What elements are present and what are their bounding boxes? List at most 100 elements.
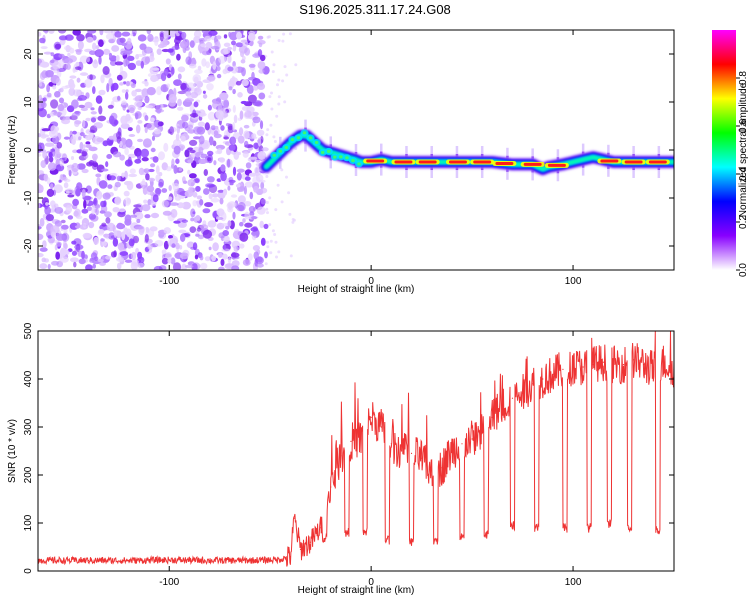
noise-blob <box>235 183 241 188</box>
snr-x-ticks: -100 0 100 <box>159 331 582 588</box>
snr-point <box>289 556 291 558</box>
noise-blob <box>227 220 232 227</box>
noise-blob <box>184 190 194 198</box>
noise-blob <box>50 225 60 234</box>
noise-blob <box>146 185 155 193</box>
noise-blob <box>65 44 71 53</box>
noise-blob <box>256 263 264 268</box>
noise-blob <box>57 104 65 112</box>
x-tick-label: 0 <box>368 276 374 287</box>
y-tick-label: 400 <box>23 370 34 387</box>
noise-blob <box>119 140 123 148</box>
noise-blob <box>134 158 142 164</box>
noise-blob <box>85 117 91 122</box>
noise-blob <box>168 93 177 104</box>
snr-point <box>279 558 281 561</box>
noise-blob <box>38 82 43 87</box>
noise-blob <box>46 177 51 185</box>
signal-peak-core <box>418 160 437 164</box>
noise-blob <box>205 61 210 69</box>
noise-blob <box>190 217 195 222</box>
signal-blob <box>284 145 289 150</box>
noise-blob <box>141 80 148 84</box>
noise-blob <box>161 200 169 208</box>
noise-blob <box>91 153 98 161</box>
noise-blob <box>207 157 212 162</box>
noise-blob <box>108 77 113 87</box>
noise-blob <box>121 42 127 46</box>
noise-blob <box>257 151 267 160</box>
noise-blob <box>135 95 145 100</box>
noise-blob <box>225 123 231 127</box>
noise-blob <box>197 121 206 127</box>
noise-blob <box>71 240 77 245</box>
noise-blob <box>65 63 71 70</box>
snr-point <box>320 527 322 529</box>
noise-blob <box>241 106 249 111</box>
noise-blob <box>152 156 159 163</box>
noise-blob <box>241 67 246 77</box>
noise-blob <box>258 68 265 74</box>
signal-peak-core <box>624 160 643 164</box>
noise-blob <box>144 214 151 219</box>
noise-blob <box>50 59 55 64</box>
noise-blob <box>120 123 130 129</box>
noise-blob <box>276 83 279 87</box>
noise-blob <box>204 256 211 262</box>
noise-blob <box>196 195 202 200</box>
noise-blob <box>178 167 183 172</box>
noise-blob <box>228 144 236 151</box>
noise-blob <box>140 184 147 189</box>
noise-blob <box>116 223 126 230</box>
noise-blob <box>136 218 141 224</box>
noise-blob <box>161 257 169 265</box>
x-tick-label: -100 <box>159 276 179 287</box>
noise-blob <box>288 32 292 36</box>
noise-blob <box>195 185 201 192</box>
signal-peak-core <box>473 160 492 164</box>
noise-blob <box>205 183 215 188</box>
signal-peak-core <box>495 161 514 165</box>
noise-blob <box>239 243 245 249</box>
noise-blob <box>227 256 232 264</box>
noise-blob <box>38 226 42 230</box>
noise-blob <box>112 237 119 247</box>
noise-blob <box>134 88 142 93</box>
noise-blob <box>113 228 118 238</box>
x-tick-label: 100 <box>565 577 582 588</box>
noise-blob <box>223 99 230 109</box>
noise-blob <box>67 215 74 220</box>
x-tick-label: 100 <box>565 276 582 287</box>
noise-blob <box>277 102 281 106</box>
noise-blob <box>127 62 136 71</box>
noise-blob <box>123 58 128 67</box>
noise-blob <box>237 202 246 212</box>
noise-blob <box>79 72 89 76</box>
noise-blob <box>143 168 150 174</box>
noise-blob <box>72 198 79 206</box>
noise-blob <box>207 74 216 82</box>
noise-blob <box>216 35 222 40</box>
noise-blob <box>90 252 98 260</box>
noise-blob <box>181 114 189 122</box>
noise-blob <box>227 54 232 64</box>
noise-blob <box>180 82 187 90</box>
noise-blob <box>280 168 284 172</box>
noise-blob <box>150 117 155 123</box>
noise-blob <box>259 54 266 62</box>
noise-blob <box>179 245 183 250</box>
noise-blob <box>58 53 65 58</box>
noise-blob <box>74 244 84 250</box>
noise-blob <box>223 244 227 250</box>
signal-peak-core <box>366 159 385 163</box>
noise-blob <box>145 173 150 181</box>
noise-blob <box>118 208 126 213</box>
noise-blob <box>175 158 180 164</box>
noise-blob <box>202 208 211 214</box>
noise-blob <box>44 142 55 147</box>
noise-blob <box>170 66 175 75</box>
noise-blob <box>266 128 270 132</box>
signal-blob <box>314 140 319 145</box>
noise-blob <box>200 113 204 118</box>
